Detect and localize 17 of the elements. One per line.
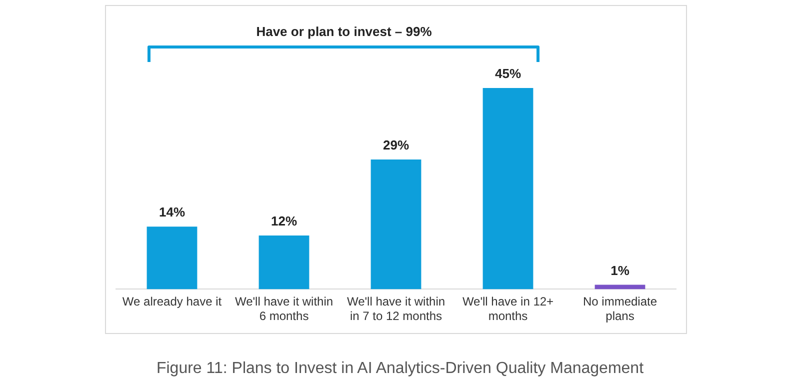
data-label: 29% [382,138,410,153]
bar [594,284,646,290]
x-tick-label: We'll have it within 6 months [234,294,334,324]
x-tick-label: We already have it [122,294,222,309]
x-tick-label: We'll have it within in 7 to 12 months [346,294,446,324]
bar [482,88,534,290]
bar [258,236,310,290]
text: Figure 11: Plans to Invest in AI Analytics-Driven Quality Management [155,360,645,378]
data-label: 45% [494,66,522,82]
data-label: 14% [158,204,186,220]
bar [146,226,198,290]
data-label: 12% [270,214,298,229]
x-tick-label: We'll have in 12+ months [462,294,554,324]
bar [370,160,422,290]
data-label: 1% [610,262,630,278]
x-tick-label: No immediate plans [582,294,658,324]
text: Have or plan to invest – 99% [255,24,433,39]
